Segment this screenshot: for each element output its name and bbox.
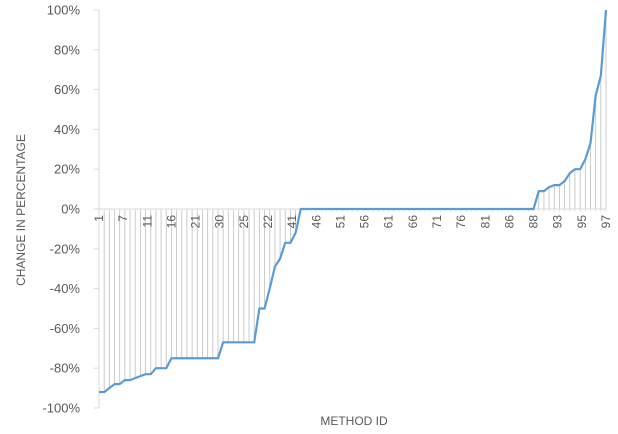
y-tick-label: 40%: [54, 122, 80, 137]
x-tick-label: 25: [237, 215, 251, 229]
x-tick-label: 46: [309, 215, 323, 229]
x-tick-label: 51: [333, 215, 347, 229]
y-tick-label: -20%: [50, 241, 81, 256]
x-tick-label: 71: [430, 215, 444, 229]
x-tick-label: 11: [140, 215, 154, 228]
x-axis-tick-labels: 1 7 11 16 21 30 25 22 41 46 51 56 61 66 71 76 81 86 88 93 95…: [92, 215, 613, 229]
x-tick-label: 41: [285, 215, 299, 229]
y-tick-label: 20%: [54, 162, 80, 177]
x-tick-label: 30: [213, 215, 227, 229]
x-tick-label: 93: [551, 215, 565, 229]
x-tick-label: 86: [502, 215, 516, 229]
y-tick-label: 60%: [54, 82, 80, 97]
x-tick-label: 95: [575, 215, 589, 229]
y-tick-label: 0%: [61, 202, 80, 217]
x-tick-label: 56: [358, 215, 372, 229]
x-axis-title: METHOD ID: [320, 414, 388, 428]
y-axis-ticks: 100% 80% 60% 40% 20% 0% -20% -40% -60% -80% -100%: [42, 3, 99, 416]
y-tick-label: -40%: [50, 281, 81, 296]
y-tick-label: 80%: [54, 42, 80, 57]
x-tick-label: 88: [527, 215, 541, 229]
x-tick-label: 1: [92, 215, 106, 222]
x-tick-label: 97: [599, 215, 613, 229]
x-tick-label: 76: [454, 215, 468, 229]
y-tick-label: -80%: [50, 361, 81, 376]
x-tick-label: 66: [406, 215, 420, 229]
series-line: [99, 9, 608, 394]
drop-lines: [98, 10, 607, 393]
y-tick-label: 100%: [47, 3, 81, 18]
x-tick-label: 7: [116, 215, 130, 222]
x-tick-label: 16: [164, 215, 178, 229]
y-axis-title: CHANGE IN PERCENTAGE: [14, 134, 28, 286]
y-tick-label: -60%: [50, 321, 81, 336]
y-tick-label: -100%: [42, 401, 80, 416]
x-tick-label: 22: [261, 215, 275, 229]
x-tick-label: 21: [189, 215, 203, 229]
x-tick-label: 61: [382, 215, 396, 229]
x-tick-label: 81: [478, 215, 492, 229]
